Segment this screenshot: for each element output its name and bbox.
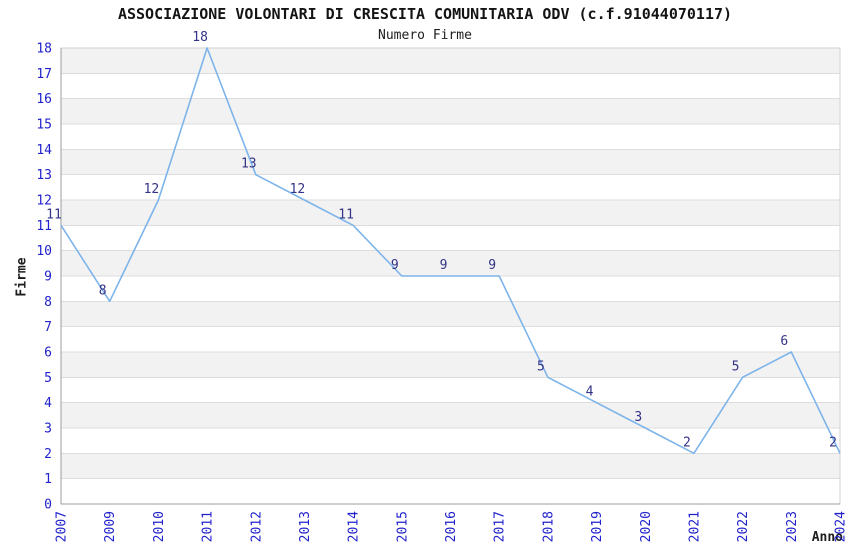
y-tick-label: 8 <box>44 295 52 310</box>
y-tick-label: 11 <box>36 219 52 234</box>
data-label: 18 <box>192 30 208 45</box>
y-tick-label: 2 <box>44 447 52 462</box>
x-tick-label: 2016 <box>444 511 459 542</box>
y-tick-label: 18 <box>36 42 52 57</box>
x-tick-label: 2009 <box>103 511 118 542</box>
y-tick-label: 17 <box>36 67 52 82</box>
data-label: 11 <box>46 207 62 222</box>
x-tick-label: 2013 <box>298 511 313 542</box>
x-tick-label: 2023 <box>785 511 800 542</box>
grid-band <box>61 48 840 74</box>
chart-title: ASSOCIAZIONE VOLONTARI DI CRESCITA COMUN… <box>117 5 733 23</box>
x-tick-label: 2010 <box>152 511 167 542</box>
x-tick-label: 2012 <box>249 511 264 542</box>
data-label: 11 <box>338 207 354 222</box>
grid-band <box>61 250 840 276</box>
data-label: 3 <box>634 410 642 425</box>
y-tick-label: 15 <box>36 118 52 133</box>
x-tick-label: 2024 <box>834 511 849 542</box>
y-tick-label: 5 <box>44 371 52 386</box>
x-tick-label: 2014 <box>347 511 362 542</box>
y-tick-label: 6 <box>44 346 52 361</box>
x-tick-label: 2020 <box>639 511 654 542</box>
x-tick-label: 2019 <box>590 511 605 542</box>
data-label: 5 <box>732 359 740 374</box>
data-label: 9 <box>488 258 496 273</box>
data-label: 9 <box>391 258 399 273</box>
chart-subtitle: Numero Firme <box>378 28 472 43</box>
x-tick-label: 2015 <box>395 511 410 542</box>
y-tick-label: 0 <box>44 498 52 513</box>
data-label: 2 <box>683 435 691 450</box>
y-tick-label: 4 <box>44 396 52 411</box>
y-tick-label: 12 <box>36 194 52 209</box>
data-label: 2 <box>829 435 837 450</box>
y-tick-label: 9 <box>44 270 52 285</box>
grid-band <box>61 301 840 327</box>
y-tick-label: 13 <box>36 168 52 183</box>
grid-band <box>61 453 840 479</box>
x-tick-label: 2011 <box>201 511 216 542</box>
y-tick-label: 14 <box>36 143 52 158</box>
y-tick-label: 7 <box>44 320 52 335</box>
x-tick-label: 2017 <box>493 511 508 542</box>
data-label: 12 <box>290 182 306 197</box>
y-tick-label: 1 <box>44 472 52 487</box>
data-label: 12 <box>144 182 160 197</box>
y-tick-label: 16 <box>36 92 52 107</box>
y-tick-label: 10 <box>36 244 52 259</box>
grid-band <box>61 200 840 226</box>
data-label: 9 <box>440 258 448 273</box>
data-label: 6 <box>780 334 788 349</box>
data-label: 5 <box>537 359 545 374</box>
grid-band <box>61 352 840 378</box>
data-label: 13 <box>241 157 257 172</box>
y-tick-label: 3 <box>44 422 52 437</box>
data-label: 8 <box>99 283 107 298</box>
grid-band <box>61 149 840 175</box>
data-label: 4 <box>586 385 594 400</box>
x-axis-title: Anno <box>811 530 843 545</box>
grid-band <box>61 402 840 428</box>
x-tick-label: 2018 <box>541 511 556 542</box>
data-line <box>60 47 841 455</box>
grid-band <box>61 98 840 124</box>
x-tick-label: 2021 <box>687 511 702 542</box>
x-tick-label: 2007 <box>55 511 70 542</box>
x-tick-label: 2022 <box>736 511 751 542</box>
